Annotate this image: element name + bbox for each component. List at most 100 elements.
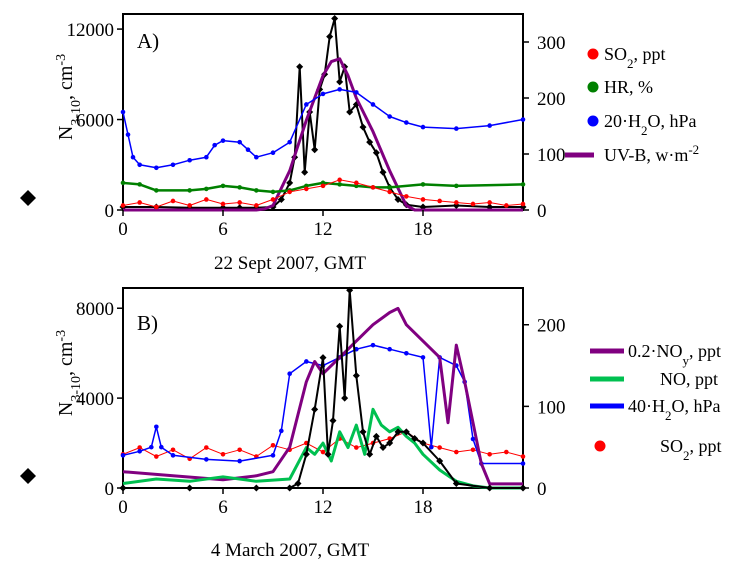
data-point	[237, 200, 242, 205]
data-point	[287, 371, 292, 377]
series-line	[123, 289, 523, 489]
data-point	[245, 147, 251, 152]
data-point	[204, 445, 209, 450]
data-point	[270, 453, 276, 458]
x-tick-label: 6	[218, 497, 228, 518]
data-point	[254, 154, 259, 160]
data-point	[352, 372, 360, 380]
series-uvb	[123, 57, 523, 212]
data-point	[204, 154, 209, 160]
data-point	[372, 432, 380, 440]
y-left-tick-label: 8000	[76, 299, 114, 320]
legend-swatch	[587, 115, 599, 127]
y-right-tick-label: 200	[537, 89, 566, 110]
data-point	[379, 444, 387, 452]
data-point	[301, 168, 309, 176]
series-line	[122, 88, 524, 169]
data-point	[429, 444, 434, 450]
data-point	[237, 447, 242, 453]
data-point	[454, 183, 459, 189]
series-n310	[119, 286, 527, 492]
data-point	[320, 449, 326, 455]
y-right-tick-label: 0	[537, 479, 547, 500]
series-line	[122, 407, 523, 490]
legend-swatch	[594, 440, 606, 452]
legend-item: 20·H2O, hPa	[587, 111, 697, 138]
data-point	[354, 90, 359, 95]
data-point	[331, 15, 339, 23]
data-point	[186, 484, 194, 492]
data-point	[359, 123, 367, 131]
data-point	[287, 139, 292, 145]
data-point	[279, 428, 284, 434]
data-point	[320, 91, 326, 97]
data-point	[470, 201, 476, 207]
y-right-tick-label: 100	[537, 145, 566, 166]
data-point	[452, 480, 460, 488]
legend-label: SO2, ppt	[604, 44, 666, 71]
data-point	[354, 445, 359, 450]
y-axis-label: N3-10, cm-3	[54, 330, 84, 416]
data-point	[454, 200, 459, 205]
data-point	[402, 428, 410, 436]
data-point	[336, 322, 344, 330]
data-point	[170, 198, 176, 204]
data-point	[270, 197, 276, 202]
data-point	[137, 162, 142, 168]
data-point	[387, 346, 392, 352]
data-point	[394, 428, 402, 436]
data-point	[302, 450, 310, 458]
data-point	[420, 124, 426, 130]
data-point	[470, 447, 476, 453]
data-point	[437, 445, 442, 450]
data-point	[204, 457, 209, 462]
x-tick-label: 0	[118, 497, 128, 518]
data-point	[254, 188, 259, 193]
data-point	[420, 182, 426, 187]
data-point	[304, 186, 309, 192]
data-point	[270, 189, 276, 195]
legend-swatch	[587, 81, 599, 93]
data-point	[237, 139, 242, 145]
data-point	[337, 182, 342, 187]
panel-label: A)	[137, 29, 159, 53]
data-point	[154, 204, 159, 210]
data-point	[170, 162, 176, 168]
data-point	[486, 484, 494, 492]
data-point	[154, 165, 159, 171]
x-axis-label: 4 March 2007, GMT	[211, 540, 370, 561]
data-point	[170, 447, 176, 453]
data-point	[329, 417, 337, 425]
data-point	[336, 78, 344, 86]
data-point	[504, 203, 509, 208]
data-point	[346, 286, 354, 294]
data-point	[420, 355, 426, 360]
data-point	[212, 142, 217, 148]
data-point	[387, 436, 392, 441]
y-right-tick-label: 300	[537, 33, 566, 54]
data-point	[387, 185, 392, 190]
data-point	[520, 201, 526, 207]
legend-item: NO, ppt	[590, 369, 718, 389]
data-point	[370, 185, 376, 190]
data-point	[520, 461, 526, 466]
data-point	[296, 63, 304, 71]
data-point	[270, 443, 276, 448]
data-point	[137, 448, 142, 454]
data-point	[187, 188, 192, 193]
data-point	[149, 444, 154, 450]
legend-item: SO2, ppt	[587, 44, 666, 71]
series-line	[123, 57, 523, 212]
panel-b: 0 6 12 18 0 4000 8000 0 100 200 B) 4 March 2007, GM…	[20, 286, 722, 561]
x-tick-label: 6	[218, 219, 228, 240]
data-point	[125, 132, 131, 137]
data-point	[120, 109, 126, 115]
data-point	[419, 439, 427, 447]
legend: SO2, ppt HR, % 20·H2O, hPa UV-B, w·m-2	[565, 44, 699, 165]
data-point	[304, 359, 309, 364]
data-point	[154, 188, 159, 193]
n310-legend-marker	[20, 190, 36, 206]
legend-label: 40·H2O, hPa	[628, 396, 721, 423]
data-point	[341, 394, 349, 402]
